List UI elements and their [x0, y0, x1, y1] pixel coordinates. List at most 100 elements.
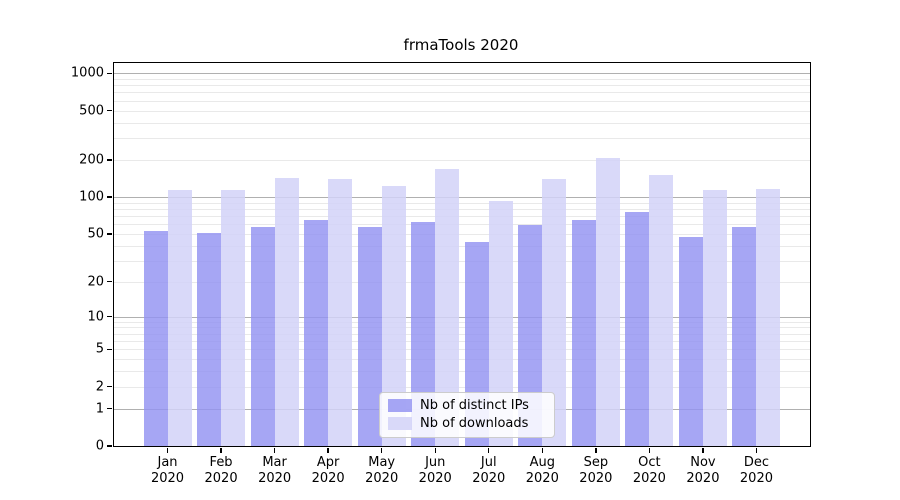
- bar-distinct-ips: [625, 211, 650, 446]
- x-tick-label: Feb 2020: [204, 455, 238, 486]
- bar-downloads: [756, 189, 781, 446]
- y-tick: [107, 72, 113, 74]
- minor-gridline: [114, 78, 810, 80]
- y-tick-label: 20: [87, 274, 104, 290]
- x-tick-label: Nov 2020: [686, 455, 720, 486]
- y-tick: [107, 233, 113, 235]
- bar-downloads: [649, 174, 674, 446]
- y-tick-label: 100: [79, 189, 104, 205]
- minor-gridline: [114, 159, 810, 161]
- plot-area: Nb of distinct IPs Nb of downloads Jan 20…: [71, 62, 811, 486]
- x-tick-label: Oct 2020: [632, 455, 666, 486]
- y-tick: [107, 407, 113, 410]
- bar-distinct-ips: [143, 230, 168, 446]
- x-tick: [327, 447, 329, 453]
- minor-gridline: [114, 386, 810, 388]
- legend-entry-distinct-ips: Nb of distinct IPs: [388, 398, 546, 413]
- legend-entry-downloads: Nb of downloads: [388, 416, 546, 431]
- bar-distinct-ips: [678, 237, 703, 446]
- x-tick-label: Jul 2020: [472, 455, 506, 486]
- minor-gridline: [114, 281, 810, 283]
- x-tick: [648, 447, 651, 453]
- bar-distinct-ips: [250, 226, 275, 446]
- legend-swatch-downloads-icon: [388, 417, 412, 430]
- legend-label-downloads: Nb of downloads: [420, 416, 529, 431]
- y-tick: [107, 159, 113, 161]
- x-tick: [166, 447, 169, 453]
- legend-swatch-distinct-ips-icon: [388, 399, 412, 412]
- minor-gridline: [114, 321, 810, 323]
- y-tick-label: 200: [79, 152, 104, 168]
- minor-gridline: [114, 359, 810, 361]
- y-tick-label: 50: [87, 226, 104, 242]
- minor-gridline: [114, 202, 810, 204]
- bar-downloads: [221, 190, 246, 446]
- bar-distinct-ips: [197, 232, 222, 446]
- x-tick: [434, 447, 436, 453]
- x-tick-label: Apr 2020: [311, 455, 345, 486]
- bar-downloads: [274, 178, 299, 446]
- minor-gridline: [114, 341, 810, 342]
- x-tick: [595, 447, 597, 453]
- y-tick: [107, 109, 113, 112]
- x-tick: [220, 447, 222, 453]
- x-tick: [380, 447, 383, 453]
- major-gridline: [114, 197, 810, 198]
- x-tick: [273, 447, 276, 453]
- legend: Nb of distinct IPs Nb of downloads: [379, 392, 555, 438]
- minor-gridline: [114, 260, 810, 262]
- bar-distinct-ips: [304, 219, 329, 446]
- x-tick-label: Sep 2020: [579, 455, 613, 486]
- y-tick-label: 10: [87, 309, 104, 325]
- minor-gridline: [114, 110, 810, 112]
- x-tick: [488, 447, 490, 453]
- y-tick: [107, 315, 113, 318]
- x-tick-label: Aug 2020: [525, 455, 559, 486]
- y-tick: [107, 196, 113, 198]
- x-tick: [702, 447, 704, 453]
- minor-gridline: [114, 327, 810, 329]
- minor-gridline: [114, 371, 810, 373]
- bar-downloads: [167, 189, 192, 446]
- minor-gridline: [114, 224, 810, 226]
- bar-distinct-ips: [357, 226, 382, 446]
- minor-gridline: [114, 138, 810, 140]
- y-tick-label: 0: [95, 438, 104, 454]
- x-tick-label: Mar 2020: [258, 455, 292, 486]
- minor-gridline: [114, 233, 810, 235]
- y-tick: [107, 445, 113, 447]
- x-tick-label: Dec 2020: [739, 455, 773, 486]
- x-tick-label: Jan 2020: [150, 455, 185, 486]
- minor-gridline: [114, 245, 810, 247]
- minor-gridline: [114, 122, 810, 124]
- y-tick-label: 1: [95, 401, 104, 417]
- minor-gridline: [114, 100, 810, 102]
- minor-gridline: [114, 85, 810, 87]
- bar-distinct-ips: [732, 226, 757, 446]
- x-tick-label: May 2020: [365, 455, 399, 486]
- minor-gridline: [114, 349, 810, 351]
- y-tick-label: 2: [95, 379, 104, 395]
- y-tick: [107, 348, 113, 351]
- x-tick: [541, 447, 543, 453]
- bar-downloads: [328, 179, 353, 446]
- minor-gridline: [114, 333, 810, 335]
- y-tick: [107, 386, 113, 388]
- legend-label-distinct-ips: Nb of distinct IPs: [420, 398, 529, 413]
- bar-downloads: [702, 189, 727, 446]
- x-tick-label: Jun 2020: [418, 455, 452, 486]
- major-gridline: [114, 316, 810, 318]
- minor-gridline: [114, 208, 810, 210]
- y-tick-label: 500: [79, 103, 104, 119]
- bar-distinct-ips: [571, 219, 596, 446]
- bar-downloads: [595, 158, 620, 446]
- minor-gridline: [114, 216, 810, 218]
- x-tick: [755, 447, 758, 453]
- y-tick-label: 1000: [70, 65, 104, 81]
- y-tick-label: 5: [95, 341, 104, 357]
- major-gridline: [114, 73, 810, 75]
- y-tick: [107, 281, 113, 283]
- minor-gridline: [114, 92, 810, 94]
- chart-title: frmaTools 2020: [403, 36, 519, 54]
